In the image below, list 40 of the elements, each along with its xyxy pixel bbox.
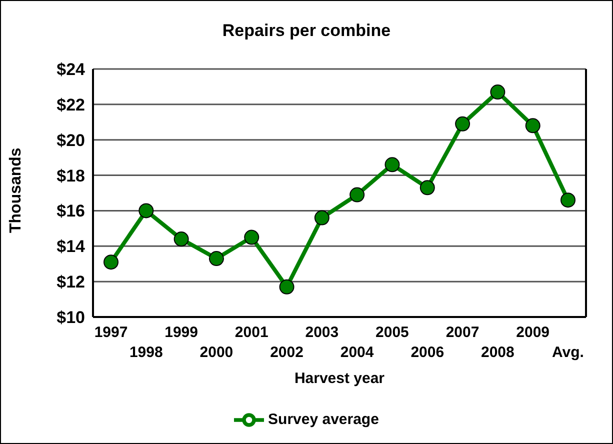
point (525, 118, 540, 134)
y-tick-label: $24 (56, 60, 86, 80)
y-tick-label: $14 (56, 237, 86, 256)
point (350, 187, 365, 202)
legend-label: Survey average (268, 410, 379, 428)
point (279, 279, 294, 294)
point (244, 230, 260, 245)
chart-title: Repairs per combine (221, 21, 392, 41)
x-tick-label: 2005 (376, 324, 409, 341)
point (455, 116, 470, 132)
y-axis-title: Thousands (8, 148, 25, 233)
point (104, 254, 118, 270)
y-tick-label: $20 (56, 130, 85, 150)
y-tick-label: $18 (56, 166, 85, 186)
x-tick-label: 2004 (340, 344, 374, 361)
point (138, 203, 154, 218)
x-tick-label: 2002 (270, 344, 304, 361)
x-tick-label: 1999 (164, 324, 198, 341)
x-tick-label: 1998 (129, 344, 163, 361)
x-tick-label: 2006 (410, 344, 444, 361)
point (560, 192, 576, 208)
x-tick-label: 2003 (305, 324, 339, 341)
x-tick-label: 2000 (200, 344, 234, 361)
x-tick-label: 2001 (234, 324, 268, 341)
point (490, 84, 506, 100)
y-tick-label: $16 (56, 202, 85, 221)
point (384, 157, 400, 172)
point (208, 251, 224, 266)
y-tick-label: $22 (56, 95, 85, 114)
x-tick-label: 1997 (94, 324, 128, 341)
x-tick-label: 2009 (516, 324, 550, 341)
x-axis-title: Harvest year (294, 370, 385, 387)
y-tick-label: $12 (56, 272, 85, 292)
point (314, 210, 330, 226)
point (420, 180, 435, 196)
y-tick-label: $10 (56, 308, 85, 328)
x-tick-label: 2008 (481, 344, 514, 361)
x-tick-label: Avg. (552, 344, 584, 361)
x-tick-label: 2007 (446, 324, 480, 341)
point (174, 232, 189, 247)
